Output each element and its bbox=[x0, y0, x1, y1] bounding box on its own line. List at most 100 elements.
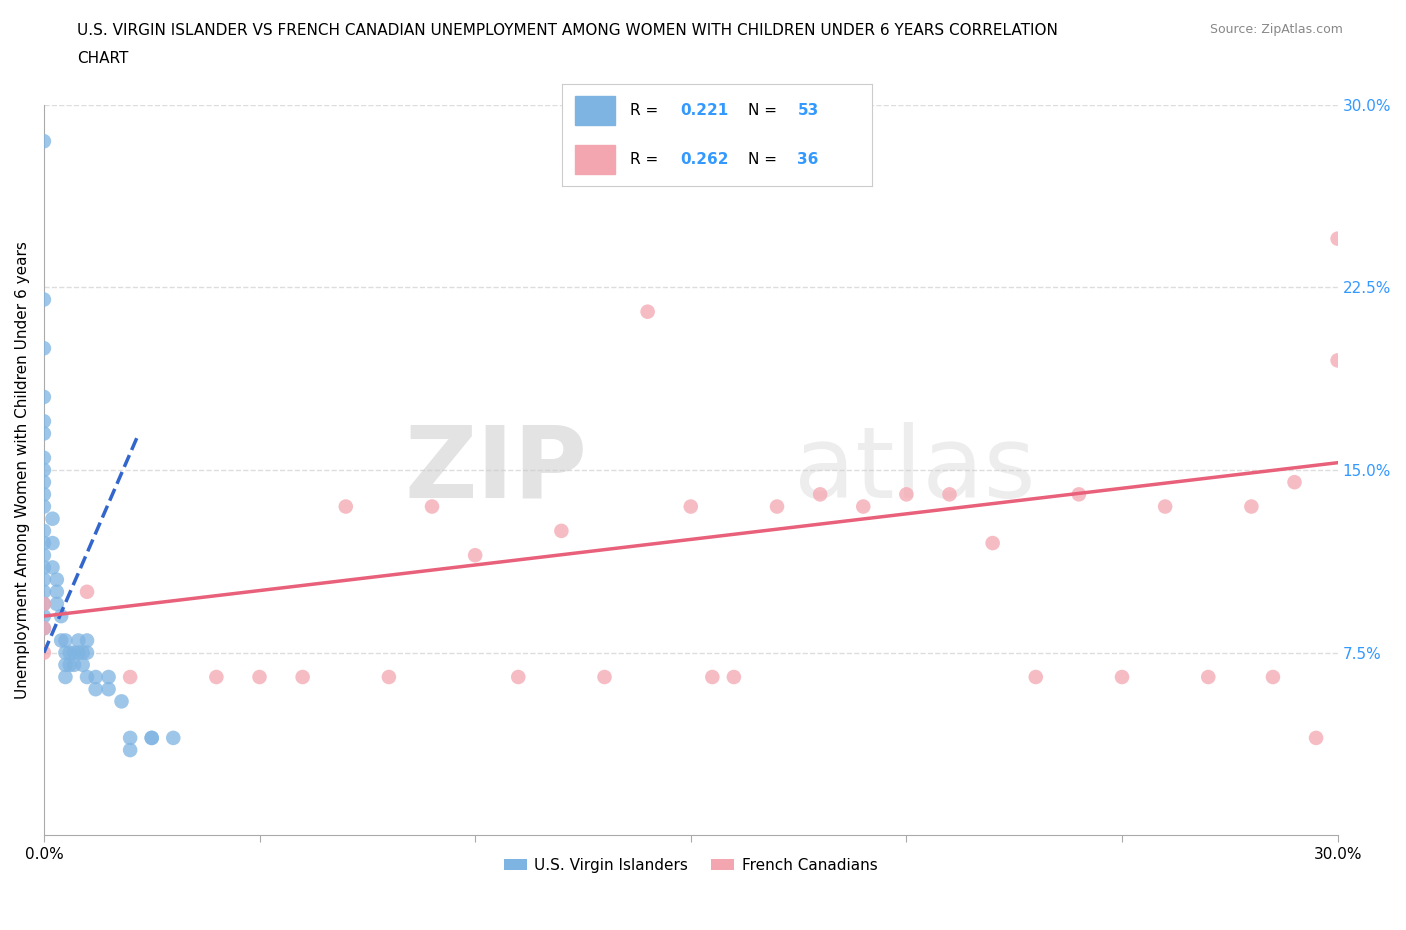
Point bbox=[63, 658, 86, 672]
Text: N =: N = bbox=[748, 152, 782, 166]
Point bbox=[32, 609, 55, 624]
Point bbox=[32, 536, 55, 551]
Text: atlas: atlas bbox=[794, 421, 1036, 519]
Point bbox=[45, 572, 67, 587]
Point bbox=[938, 487, 960, 502]
Point bbox=[32, 621, 55, 636]
Point bbox=[45, 596, 67, 611]
Point bbox=[84, 670, 107, 684]
Point bbox=[723, 670, 745, 684]
Point bbox=[76, 645, 98, 660]
Point bbox=[162, 730, 184, 745]
Bar bbox=[575, 96, 614, 125]
Point bbox=[63, 645, 86, 660]
Point bbox=[766, 499, 789, 514]
Point bbox=[679, 499, 702, 514]
Point bbox=[1240, 499, 1263, 514]
Point bbox=[808, 487, 831, 502]
Point bbox=[49, 633, 72, 648]
Point bbox=[1305, 730, 1327, 745]
Text: CHART: CHART bbox=[77, 51, 129, 66]
Point bbox=[1261, 670, 1284, 684]
Point bbox=[41, 512, 63, 526]
Point bbox=[120, 730, 142, 745]
Text: ZIP: ZIP bbox=[405, 421, 588, 519]
Point bbox=[593, 670, 616, 684]
Point bbox=[110, 694, 132, 709]
Text: 0.262: 0.262 bbox=[681, 152, 728, 166]
Point bbox=[32, 390, 55, 405]
Point bbox=[32, 292, 55, 307]
Point bbox=[32, 548, 55, 563]
Text: Source: ZipAtlas.com: Source: ZipAtlas.com bbox=[1209, 23, 1343, 36]
Point bbox=[249, 670, 271, 684]
Point bbox=[32, 584, 55, 599]
Text: U.S. VIRGIN ISLANDER VS FRENCH CANADIAN UNEMPLOYMENT AMONG WOMEN WITH CHILDREN U: U.S. VIRGIN ISLANDER VS FRENCH CANADIAN … bbox=[77, 23, 1059, 38]
Point bbox=[32, 524, 55, 538]
Point bbox=[1154, 499, 1177, 514]
Point bbox=[45, 584, 67, 599]
Point bbox=[72, 658, 94, 672]
Point bbox=[67, 633, 90, 648]
Point bbox=[76, 633, 98, 648]
Point bbox=[120, 743, 142, 758]
Point bbox=[32, 645, 55, 660]
Point bbox=[41, 560, 63, 575]
Legend: U.S. Virgin Islanders, French Canadians: U.S. Virgin Islanders, French Canadians bbox=[498, 852, 884, 879]
Point bbox=[291, 670, 314, 684]
Point bbox=[120, 670, 142, 684]
Point bbox=[1197, 670, 1219, 684]
Bar bbox=[575, 145, 614, 174]
Point bbox=[84, 682, 107, 697]
Point bbox=[702, 670, 724, 684]
Point bbox=[97, 682, 120, 697]
Point bbox=[141, 730, 163, 745]
Point bbox=[464, 548, 486, 563]
Text: 53: 53 bbox=[797, 103, 818, 118]
Point bbox=[32, 621, 55, 636]
Point bbox=[1326, 353, 1348, 368]
Point bbox=[420, 499, 443, 514]
Point bbox=[55, 658, 77, 672]
Point bbox=[378, 670, 401, 684]
Point bbox=[76, 670, 98, 684]
Point bbox=[205, 670, 228, 684]
Point bbox=[1025, 670, 1047, 684]
Point bbox=[637, 304, 659, 319]
Point bbox=[97, 670, 120, 684]
Text: R =: R = bbox=[630, 103, 664, 118]
Point bbox=[1284, 474, 1306, 489]
Point bbox=[1111, 670, 1133, 684]
Point bbox=[32, 596, 55, 611]
Point bbox=[49, 609, 72, 624]
Point bbox=[76, 584, 98, 599]
Point bbox=[550, 524, 572, 538]
Point bbox=[32, 414, 55, 429]
Point bbox=[508, 670, 530, 684]
Point bbox=[32, 450, 55, 465]
Text: N =: N = bbox=[748, 103, 782, 118]
Text: R =: R = bbox=[630, 152, 664, 166]
Point bbox=[32, 134, 55, 149]
Point bbox=[32, 462, 55, 477]
Text: 0.221: 0.221 bbox=[681, 103, 728, 118]
Point bbox=[852, 499, 875, 514]
Point bbox=[72, 645, 94, 660]
Point bbox=[32, 560, 55, 575]
Point bbox=[32, 340, 55, 355]
Point bbox=[59, 658, 82, 672]
Point bbox=[55, 670, 77, 684]
Point bbox=[67, 645, 90, 660]
Point bbox=[335, 499, 357, 514]
Point bbox=[32, 426, 55, 441]
Point bbox=[32, 596, 55, 611]
Point bbox=[896, 487, 918, 502]
Point bbox=[1326, 232, 1348, 246]
Point bbox=[55, 633, 77, 648]
Y-axis label: Unemployment Among Women with Children Under 6 years: Unemployment Among Women with Children U… bbox=[15, 241, 30, 699]
Point bbox=[32, 499, 55, 514]
Point bbox=[32, 487, 55, 502]
Point bbox=[1067, 487, 1090, 502]
Point bbox=[59, 645, 82, 660]
Point bbox=[55, 645, 77, 660]
